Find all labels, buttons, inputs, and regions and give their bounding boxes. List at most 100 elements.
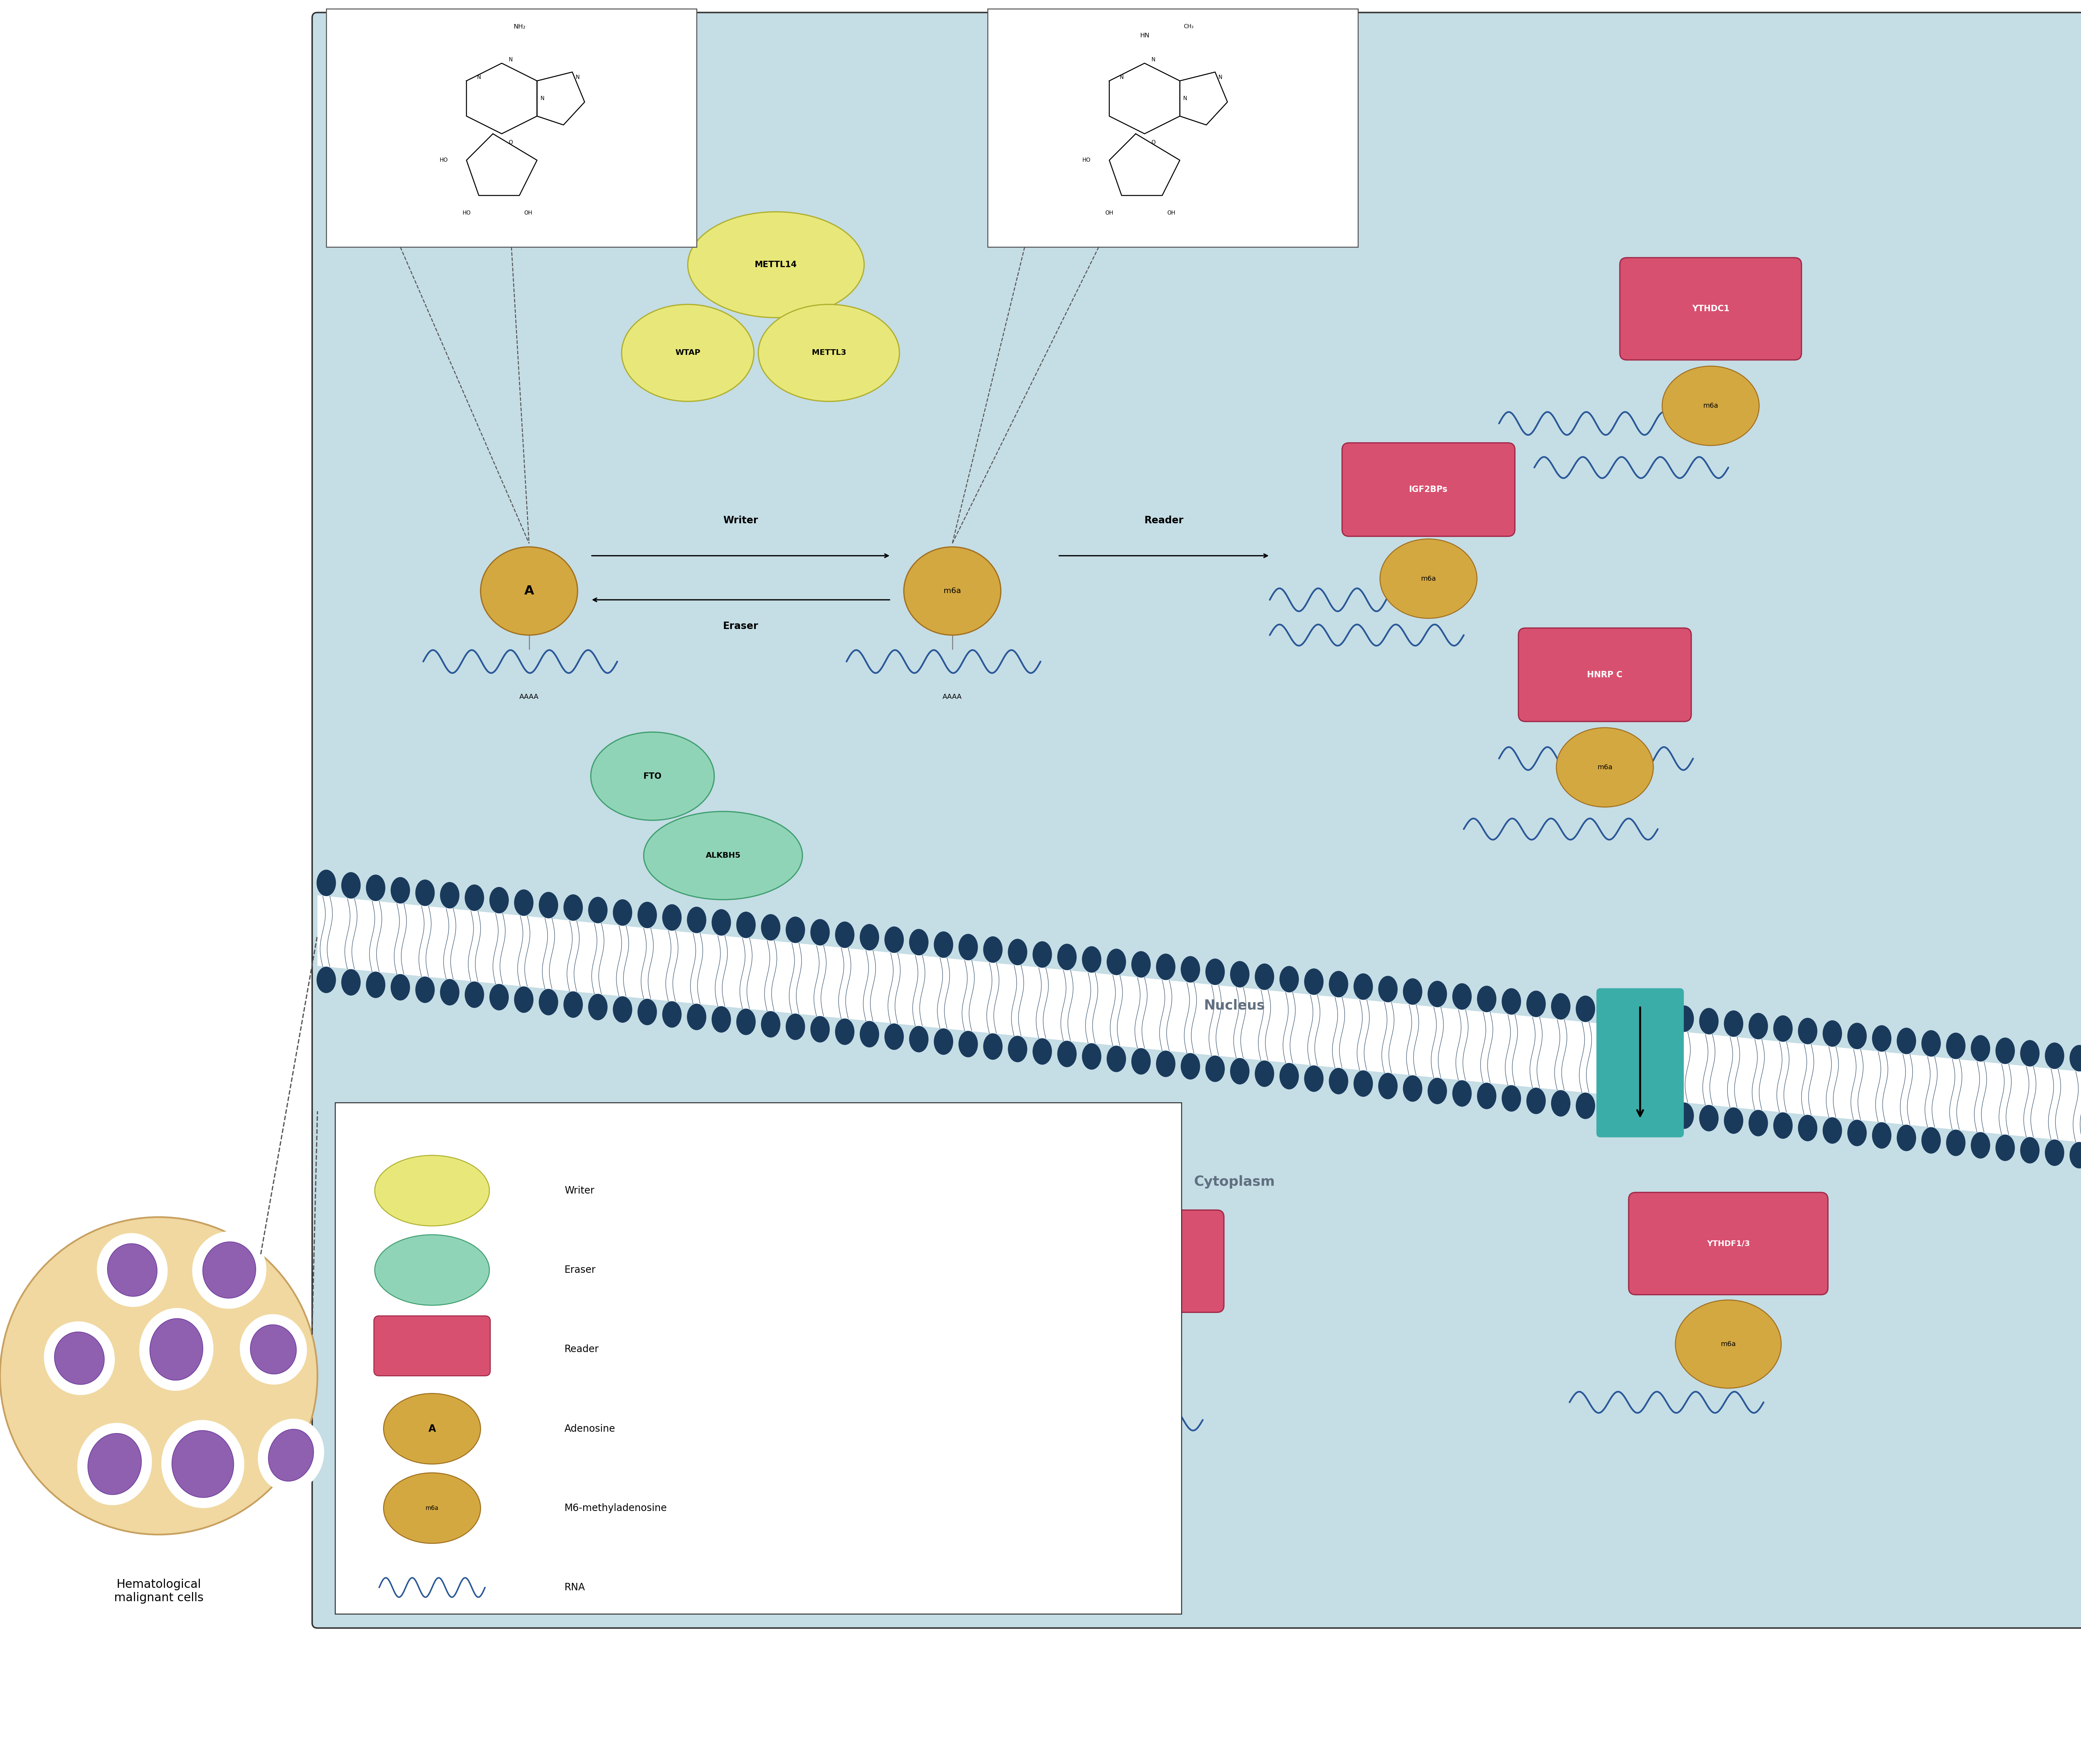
- Ellipse shape: [1007, 938, 1028, 965]
- Ellipse shape: [959, 1030, 978, 1057]
- Text: N: N: [1151, 56, 1155, 62]
- Ellipse shape: [316, 870, 335, 896]
- Ellipse shape: [787, 917, 805, 944]
- Ellipse shape: [737, 912, 755, 938]
- Text: N: N: [541, 95, 545, 101]
- Text: m6a: m6a: [427, 1505, 439, 1512]
- Ellipse shape: [489, 984, 508, 1011]
- Circle shape: [0, 1217, 318, 1535]
- Ellipse shape: [687, 907, 705, 933]
- Ellipse shape: [439, 979, 460, 1005]
- FancyBboxPatch shape: [375, 1316, 491, 1376]
- Ellipse shape: [1896, 1125, 1917, 1152]
- FancyBboxPatch shape: [1629, 1192, 1827, 1295]
- Text: NH₂: NH₂: [514, 23, 524, 30]
- Ellipse shape: [884, 1023, 903, 1050]
- Ellipse shape: [416, 880, 435, 907]
- Ellipse shape: [712, 908, 730, 935]
- Ellipse shape: [1032, 942, 1053, 968]
- Ellipse shape: [637, 998, 658, 1025]
- Ellipse shape: [589, 993, 608, 1020]
- FancyBboxPatch shape: [335, 1102, 1182, 1614]
- Ellipse shape: [1205, 1055, 1226, 1081]
- Ellipse shape: [1255, 963, 1274, 990]
- Text: OH: OH: [524, 210, 533, 215]
- Ellipse shape: [98, 1233, 169, 1307]
- Ellipse shape: [1453, 983, 1471, 1009]
- Text: N: N: [477, 74, 481, 79]
- Ellipse shape: [1428, 981, 1446, 1007]
- Ellipse shape: [1305, 968, 1324, 995]
- Ellipse shape: [909, 1027, 928, 1053]
- Ellipse shape: [982, 937, 1003, 963]
- Ellipse shape: [934, 1028, 953, 1055]
- Ellipse shape: [1650, 1101, 1669, 1127]
- Ellipse shape: [1625, 1000, 1644, 1027]
- Ellipse shape: [1107, 949, 1126, 975]
- Ellipse shape: [464, 981, 485, 1007]
- Text: m6a: m6a: [1702, 402, 1719, 409]
- Text: N: N: [576, 74, 581, 79]
- Ellipse shape: [662, 905, 683, 931]
- Text: AAAA: AAAA: [943, 693, 961, 700]
- Ellipse shape: [1502, 1085, 1521, 1111]
- Text: N: N: [1184, 95, 1186, 101]
- Text: Adenosine: Adenosine: [564, 1424, 616, 1434]
- Ellipse shape: [1848, 1023, 1867, 1050]
- Text: ALKBH5: ALKBH5: [705, 852, 741, 859]
- Text: Cytoplasm: Cytoplasm: [1194, 1175, 1276, 1189]
- Ellipse shape: [1478, 1083, 1496, 1110]
- Ellipse shape: [268, 1429, 314, 1482]
- Ellipse shape: [1330, 1067, 1348, 1094]
- Ellipse shape: [834, 1018, 855, 1044]
- Ellipse shape: [762, 914, 780, 940]
- Ellipse shape: [1107, 1046, 1126, 1073]
- Ellipse shape: [1600, 998, 1619, 1025]
- Ellipse shape: [1557, 729, 1652, 808]
- Ellipse shape: [982, 1034, 1003, 1060]
- Ellipse shape: [202, 1242, 256, 1298]
- Ellipse shape: [1550, 993, 1571, 1020]
- Ellipse shape: [1353, 1071, 1373, 1097]
- Ellipse shape: [514, 986, 533, 1013]
- Ellipse shape: [416, 977, 435, 1004]
- Ellipse shape: [1502, 988, 1521, 1014]
- Ellipse shape: [1823, 1117, 1842, 1143]
- Ellipse shape: [54, 1332, 104, 1385]
- Ellipse shape: [539, 990, 558, 1016]
- Text: m6a: m6a: [1598, 764, 1613, 771]
- Ellipse shape: [1575, 1092, 1596, 1118]
- Ellipse shape: [191, 1231, 266, 1309]
- Ellipse shape: [1700, 1007, 1719, 1034]
- Text: Writer: Writer: [564, 1185, 595, 1196]
- Ellipse shape: [859, 924, 878, 951]
- Ellipse shape: [383, 1394, 481, 1464]
- Ellipse shape: [2069, 1044, 2081, 1071]
- Text: N: N: [1120, 74, 1124, 79]
- Ellipse shape: [1478, 986, 1496, 1013]
- Ellipse shape: [834, 921, 855, 947]
- Ellipse shape: [375, 1155, 489, 1226]
- Ellipse shape: [1525, 1088, 1546, 1115]
- Ellipse shape: [1675, 1300, 1781, 1388]
- Ellipse shape: [1700, 1104, 1719, 1131]
- Text: WTAP: WTAP: [674, 349, 701, 356]
- Ellipse shape: [1996, 1037, 2014, 1064]
- Ellipse shape: [737, 1009, 755, 1035]
- Ellipse shape: [1280, 1064, 1299, 1090]
- Ellipse shape: [1650, 1004, 1669, 1030]
- Text: A: A: [524, 586, 535, 596]
- Ellipse shape: [1921, 1030, 1942, 1057]
- Ellipse shape: [637, 901, 658, 928]
- Ellipse shape: [108, 1244, 156, 1297]
- Ellipse shape: [810, 1016, 830, 1043]
- Ellipse shape: [1007, 1035, 1028, 1062]
- Ellipse shape: [859, 1021, 878, 1048]
- Ellipse shape: [1723, 1011, 1744, 1037]
- Ellipse shape: [1378, 975, 1398, 1002]
- Ellipse shape: [589, 896, 608, 923]
- Text: Reader: Reader: [564, 1344, 599, 1355]
- Text: m6a: m6a: [1122, 1358, 1136, 1365]
- Ellipse shape: [1773, 1113, 1792, 1140]
- Ellipse shape: [439, 882, 460, 908]
